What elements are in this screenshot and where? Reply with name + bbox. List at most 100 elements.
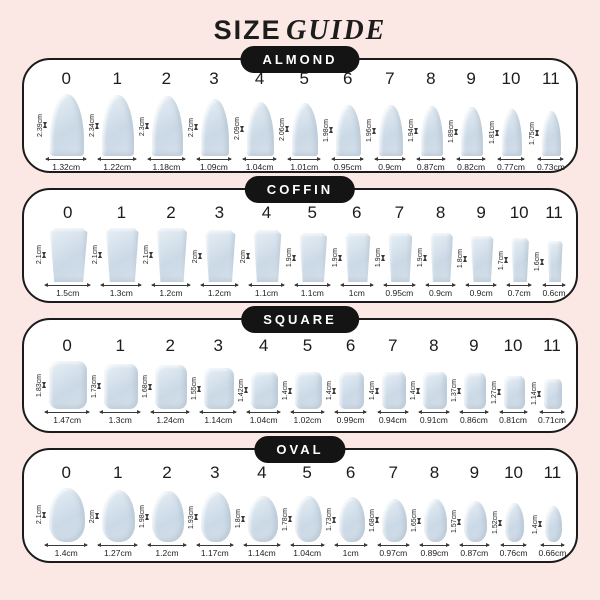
height-dimension: 1.9cm: [286, 233, 297, 282]
nail-zone: 2.1cm: [92, 226, 139, 283]
width-dimension: 0.7cm: [506, 282, 533, 299]
nail-shape-square: [295, 372, 322, 409]
width-dimension: 1cm: [339, 282, 374, 298]
nail-shape-coffin: [388, 232, 413, 283]
height-dimension: 2.1cm: [36, 228, 47, 283]
height-dimension: 1.4cm: [532, 506, 543, 542]
nail-with-height-dimension: 2.09cm: [234, 101, 275, 157]
width-dimension-label: 0.9cm: [428, 288, 453, 299]
height-dimension: 2cm: [240, 230, 251, 282]
width-dimension: 1.02cm: [290, 409, 325, 425]
width-dimension: 0.89cm: [418, 542, 451, 558]
nail-shape-oval: [248, 495, 278, 543]
nail-column: 11 1.6cm 0.6cm: [531, 203, 565, 299]
width-dimension-line: [542, 283, 566, 288]
size-number: 9: [476, 202, 486, 222]
width-dimension-label: 1.04cm: [245, 162, 274, 173]
nail-zone: 1.4cm: [369, 359, 406, 409]
nail-shape-coffin: [430, 232, 453, 283]
width-dimension-label: 0.7cm: [507, 288, 531, 299]
width-dimension: 1.1cm: [248, 282, 285, 298]
width-dimension: 1.47cm: [44, 409, 91, 425]
width-dimension: 1.24cm: [150, 409, 191, 425]
nail-column: 6 1.98cm 0.95cm: [321, 69, 364, 172]
nail-shape-almond: [379, 105, 403, 157]
nail-zone: 1.37cm: [451, 359, 487, 409]
size-number: 7: [388, 462, 398, 482]
size-number: 3: [209, 68, 219, 88]
nail-shape-square: [503, 375, 525, 409]
width-dimension-label: 1.02cm: [293, 414, 322, 425]
width-dimension: 0.76cm: [500, 542, 527, 558]
width-dimension: 0.91cm: [418, 409, 450, 425]
nail-shape-almond: [292, 102, 319, 157]
nail-column: 0 2.1cm 1.5cm: [34, 203, 92, 299]
nail-shape-almond: [501, 109, 522, 157]
nail-shape-almond: [50, 93, 85, 157]
nail-column: 10 1.27cm 0.81cm: [488, 336, 528, 425]
width-dimension-label: 0.77cm: [497, 162, 525, 173]
nail-column: 3 2.2cm 1.09cm: [186, 68, 233, 172]
height-dimension: 1.9cm: [417, 233, 428, 282]
nail-with-height-dimension: 1.68cm: [142, 365, 188, 409]
nail-with-height-dimension: 1.9cm: [417, 232, 453, 283]
nail-zone: 1.75cm: [529, 92, 562, 157]
nail-zone: 2.2cm: [188, 92, 230, 157]
nail-shape-square: [204, 368, 235, 409]
nail-zone: 1.68cm: [142, 359, 188, 409]
size-number: 3: [214, 202, 225, 222]
height-dimension: 2.1cm: [36, 488, 47, 543]
height-dimension: 2.06cm: [279, 103, 290, 157]
nail-zone: 1.9cm: [417, 226, 453, 283]
nail-zone: 1.27cm: [491, 359, 525, 409]
width-dimension: 1.3cm: [99, 409, 141, 425]
size-number: 7: [394, 202, 405, 222]
nail-zone: 1.98cm: [139, 486, 184, 543]
section-panel-almond: ALMOND 0 2.39cm 1.32cm 1 2.34cm 1.22cm 2 2.3cm 1.…: [22, 46, 578, 173]
nail-zone: 1.57cm: [451, 486, 487, 543]
nail-column: 1 2cm 1.27cm: [87, 463, 139, 558]
nail-zone: 1.73cm: [326, 486, 365, 543]
nail-shape-oval: [152, 490, 184, 543]
width-dimension-line: [459, 543, 490, 548]
height-dimension: 1.94cm: [408, 106, 419, 156]
width-dimension-line: [458, 409, 490, 414]
size-number: 11: [545, 202, 563, 222]
nail-shape-square: [155, 365, 188, 409]
nail-zone: 1.89cm: [448, 92, 483, 157]
nail-column: 2 1.68cm 1.24cm: [140, 336, 191, 425]
nail-column: 8 1.4cm 0.91cm: [408, 336, 450, 425]
nail-with-height-dimension: 1.9cm: [375, 232, 413, 283]
size-number: 2: [165, 336, 175, 356]
nail-column: 1 2.1cm 1.3cm: [90, 203, 142, 298]
width-dimension-line: [374, 157, 406, 162]
nail-zone: 1.6cm: [534, 226, 563, 283]
shape-label-pill-coffin: COFFIN: [244, 176, 356, 203]
width-dimension: 0.86cm: [458, 409, 490, 425]
width-dimension-line: [537, 157, 565, 162]
width-dimension: 0.97cm: [376, 542, 411, 558]
height-dimension: 1.73cm: [91, 364, 102, 409]
width-dimension-label: 1.1cm: [300, 288, 324, 299]
nail-zone: 2.06cm: [279, 92, 319, 157]
nail-column: 0 2.1cm 1.4cm: [34, 463, 89, 558]
width-dimension-label: 1.5cm: [56, 288, 80, 299]
height-dimension: 1.83cm: [36, 361, 47, 409]
nail-shape-coffin: [49, 227, 88, 283]
size-number: 8: [429, 336, 439, 356]
width-dimension-line: [498, 409, 528, 414]
width-dimension-label: 0.95cm: [385, 288, 414, 299]
height-dimension: 1.89cm: [448, 107, 459, 156]
nail-column: 2 2.3cm 1.18cm: [137, 69, 186, 172]
nail-column: 11 1.14cm 0.71cm: [527, 336, 566, 425]
nail-zone: 1.7cm: [498, 226, 529, 283]
nail-column: 8 1.9cm 0.9cm: [415, 203, 457, 299]
width-dimension-line: [333, 543, 368, 548]
width-dimension: 0.6cm: [542, 282, 566, 298]
width-dimension-label: 0.66cm: [538, 548, 567, 559]
nail-with-height-dimension: 1.89cm: [448, 106, 483, 157]
width-dimension: 0.81cm: [498, 409, 528, 425]
width-dimension: 1cm: [333, 542, 368, 558]
nail-shape-oval: [544, 505, 562, 543]
nail-with-height-dimension: 1.65cm: [411, 499, 447, 543]
